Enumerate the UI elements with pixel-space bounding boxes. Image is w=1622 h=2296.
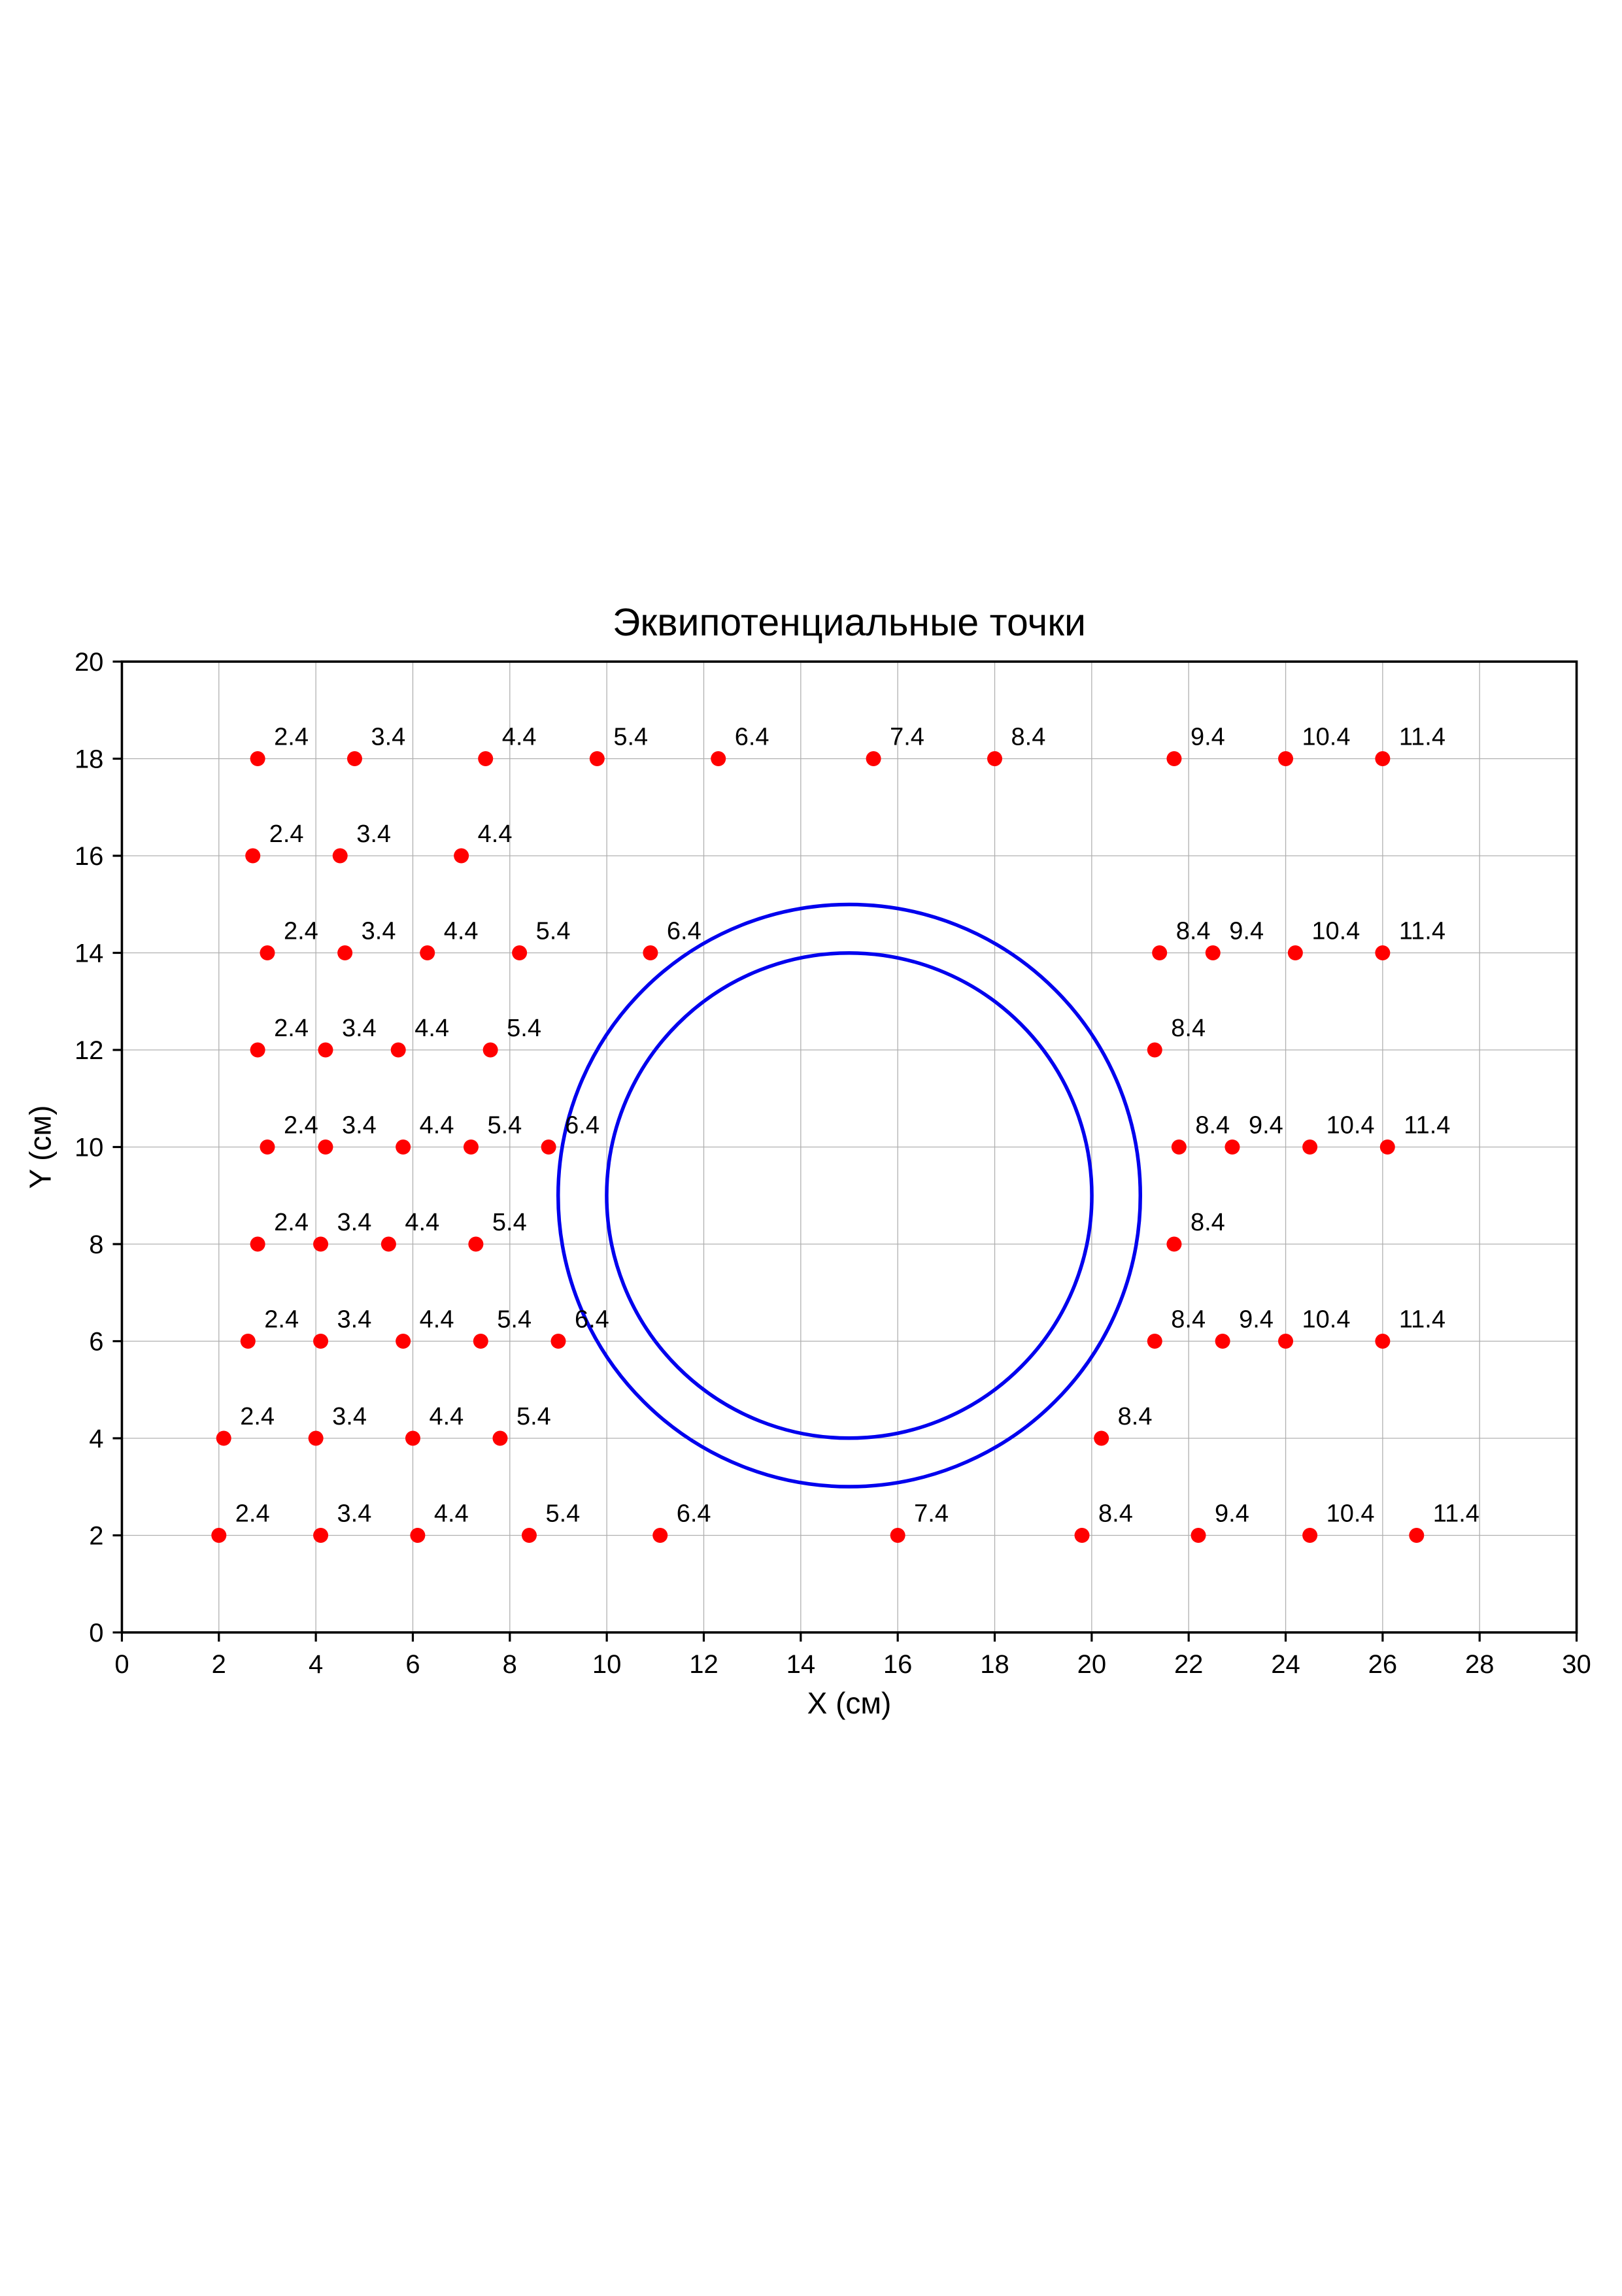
svg-text:3.4: 3.4 <box>332 1403 367 1430</box>
svg-text:4.4: 4.4 <box>502 724 537 751</box>
svg-text:11.4: 11.4 <box>1399 1306 1445 1334</box>
svg-text:12: 12 <box>75 1036 104 1065</box>
svg-text:5.4: 5.4 <box>516 1403 551 1430</box>
svg-text:6.4: 6.4 <box>565 1112 600 1140</box>
svg-text:Эквипотенциальные точки: Эквипотенциальные точки <box>613 601 1086 644</box>
svg-text:3.4: 3.4 <box>356 820 391 848</box>
svg-text:4.4: 4.4 <box>405 1209 439 1236</box>
svg-text:28: 28 <box>1465 1650 1495 1679</box>
svg-text:0: 0 <box>114 1650 129 1679</box>
svg-text:11.4: 11.4 <box>1433 1500 1479 1528</box>
svg-text:2.4: 2.4 <box>284 1112 318 1140</box>
svg-text:2: 2 <box>212 1650 226 1679</box>
svg-text:4.4: 4.4 <box>414 1015 449 1042</box>
svg-text:30: 30 <box>1562 1650 1591 1679</box>
svg-text:3.4: 3.4 <box>342 1015 377 1042</box>
svg-text:2.4: 2.4 <box>264 1306 299 1334</box>
svg-text:5.4: 5.4 <box>507 1015 541 1042</box>
svg-text:20: 20 <box>75 648 104 677</box>
svg-text:18: 18 <box>980 1650 1009 1679</box>
svg-text:10: 10 <box>75 1134 104 1162</box>
svg-text:24: 24 <box>1271 1650 1300 1679</box>
svg-text:16: 16 <box>883 1650 913 1679</box>
svg-text:7.4: 7.4 <box>890 724 924 751</box>
svg-text:8.4: 8.4 <box>1191 1209 1225 1236</box>
svg-text:6: 6 <box>89 1328 103 1357</box>
svg-text:4.4: 4.4 <box>429 1403 464 1430</box>
svg-text:2.4: 2.4 <box>274 1015 309 1042</box>
svg-text:6: 6 <box>405 1650 420 1679</box>
svg-text:3.4: 3.4 <box>337 1500 372 1528</box>
svg-text:14: 14 <box>75 939 104 968</box>
svg-text:5.4: 5.4 <box>487 1112 522 1140</box>
svg-text:4: 4 <box>89 1425 103 1453</box>
svg-text:4.4: 4.4 <box>444 918 479 945</box>
svg-text:3.4: 3.4 <box>362 918 396 945</box>
svg-text:8.4: 8.4 <box>1171 1306 1206 1334</box>
svg-text:9.4: 9.4 <box>1249 1112 1283 1140</box>
svg-text:10.4: 10.4 <box>1326 1500 1375 1528</box>
svg-text:18: 18 <box>75 745 104 774</box>
svg-text:22: 22 <box>1174 1650 1204 1679</box>
svg-text:11.4: 11.4 <box>1399 724 1445 751</box>
svg-text:6.4: 6.4 <box>575 1306 609 1334</box>
svg-text:9.4: 9.4 <box>1215 1500 1249 1528</box>
svg-text:2.4: 2.4 <box>240 1403 275 1430</box>
svg-text:5.4: 5.4 <box>545 1500 580 1528</box>
svg-text:10.4: 10.4 <box>1302 724 1351 751</box>
svg-text:2.4: 2.4 <box>284 918 318 945</box>
svg-text:5.4: 5.4 <box>536 918 571 945</box>
svg-text:8: 8 <box>89 1230 103 1259</box>
svg-text:4.4: 4.4 <box>420 1112 454 1140</box>
svg-text:3.4: 3.4 <box>337 1209 372 1236</box>
svg-text:4.4: 4.4 <box>420 1306 454 1334</box>
svg-text:7.4: 7.4 <box>914 1500 949 1528</box>
svg-text:4.4: 4.4 <box>434 1500 469 1528</box>
svg-text:9.4: 9.4 <box>1191 724 1225 751</box>
svg-text:5.4: 5.4 <box>492 1209 527 1236</box>
svg-text:8.4: 8.4 <box>1195 1112 1230 1140</box>
svg-text:10.4: 10.4 <box>1326 1112 1375 1140</box>
svg-text:Y (см): Y (см) <box>23 1106 57 1189</box>
svg-text:6.4: 6.4 <box>677 1500 711 1528</box>
svg-text:8.4: 8.4 <box>1171 1015 1206 1042</box>
svg-text:10.4: 10.4 <box>1302 1306 1351 1334</box>
svg-text:X (см): X (см) <box>807 1686 892 1720</box>
svg-text:0: 0 <box>89 1619 103 1647</box>
svg-text:8.4: 8.4 <box>1098 1500 1133 1528</box>
svg-text:26: 26 <box>1368 1650 1398 1679</box>
svg-text:14: 14 <box>786 1650 816 1679</box>
svg-text:9.4: 9.4 <box>1239 1306 1274 1334</box>
svg-text:8: 8 <box>503 1650 517 1679</box>
svg-text:2.4: 2.4 <box>269 820 304 848</box>
svg-text:3.4: 3.4 <box>342 1112 377 1140</box>
svg-text:9.4: 9.4 <box>1229 918 1264 945</box>
svg-text:3.4: 3.4 <box>337 1306 372 1334</box>
svg-text:6.4: 6.4 <box>735 724 769 751</box>
svg-text:10.4: 10.4 <box>1311 918 1360 945</box>
svg-text:2.4: 2.4 <box>274 1209 309 1236</box>
svg-text:6.4: 6.4 <box>667 918 701 945</box>
svg-text:5.4: 5.4 <box>613 724 648 751</box>
svg-text:4: 4 <box>309 1650 323 1679</box>
svg-text:11.4: 11.4 <box>1399 918 1445 945</box>
svg-text:2.4: 2.4 <box>235 1500 270 1528</box>
svg-text:12: 12 <box>689 1650 718 1679</box>
svg-text:4.4: 4.4 <box>478 820 513 848</box>
svg-text:5.4: 5.4 <box>497 1306 532 1334</box>
svg-text:2: 2 <box>89 1522 103 1551</box>
svg-text:8.4: 8.4 <box>1118 1403 1153 1430</box>
svg-text:8.4: 8.4 <box>1011 724 1046 751</box>
svg-text:11.4: 11.4 <box>1404 1112 1450 1140</box>
svg-text:2.4: 2.4 <box>274 724 309 751</box>
svg-text:8.4: 8.4 <box>1176 918 1211 945</box>
svg-text:3.4: 3.4 <box>371 724 405 751</box>
svg-text:20: 20 <box>1077 1650 1107 1679</box>
svg-text:10: 10 <box>592 1650 622 1679</box>
svg-text:16: 16 <box>75 842 104 871</box>
